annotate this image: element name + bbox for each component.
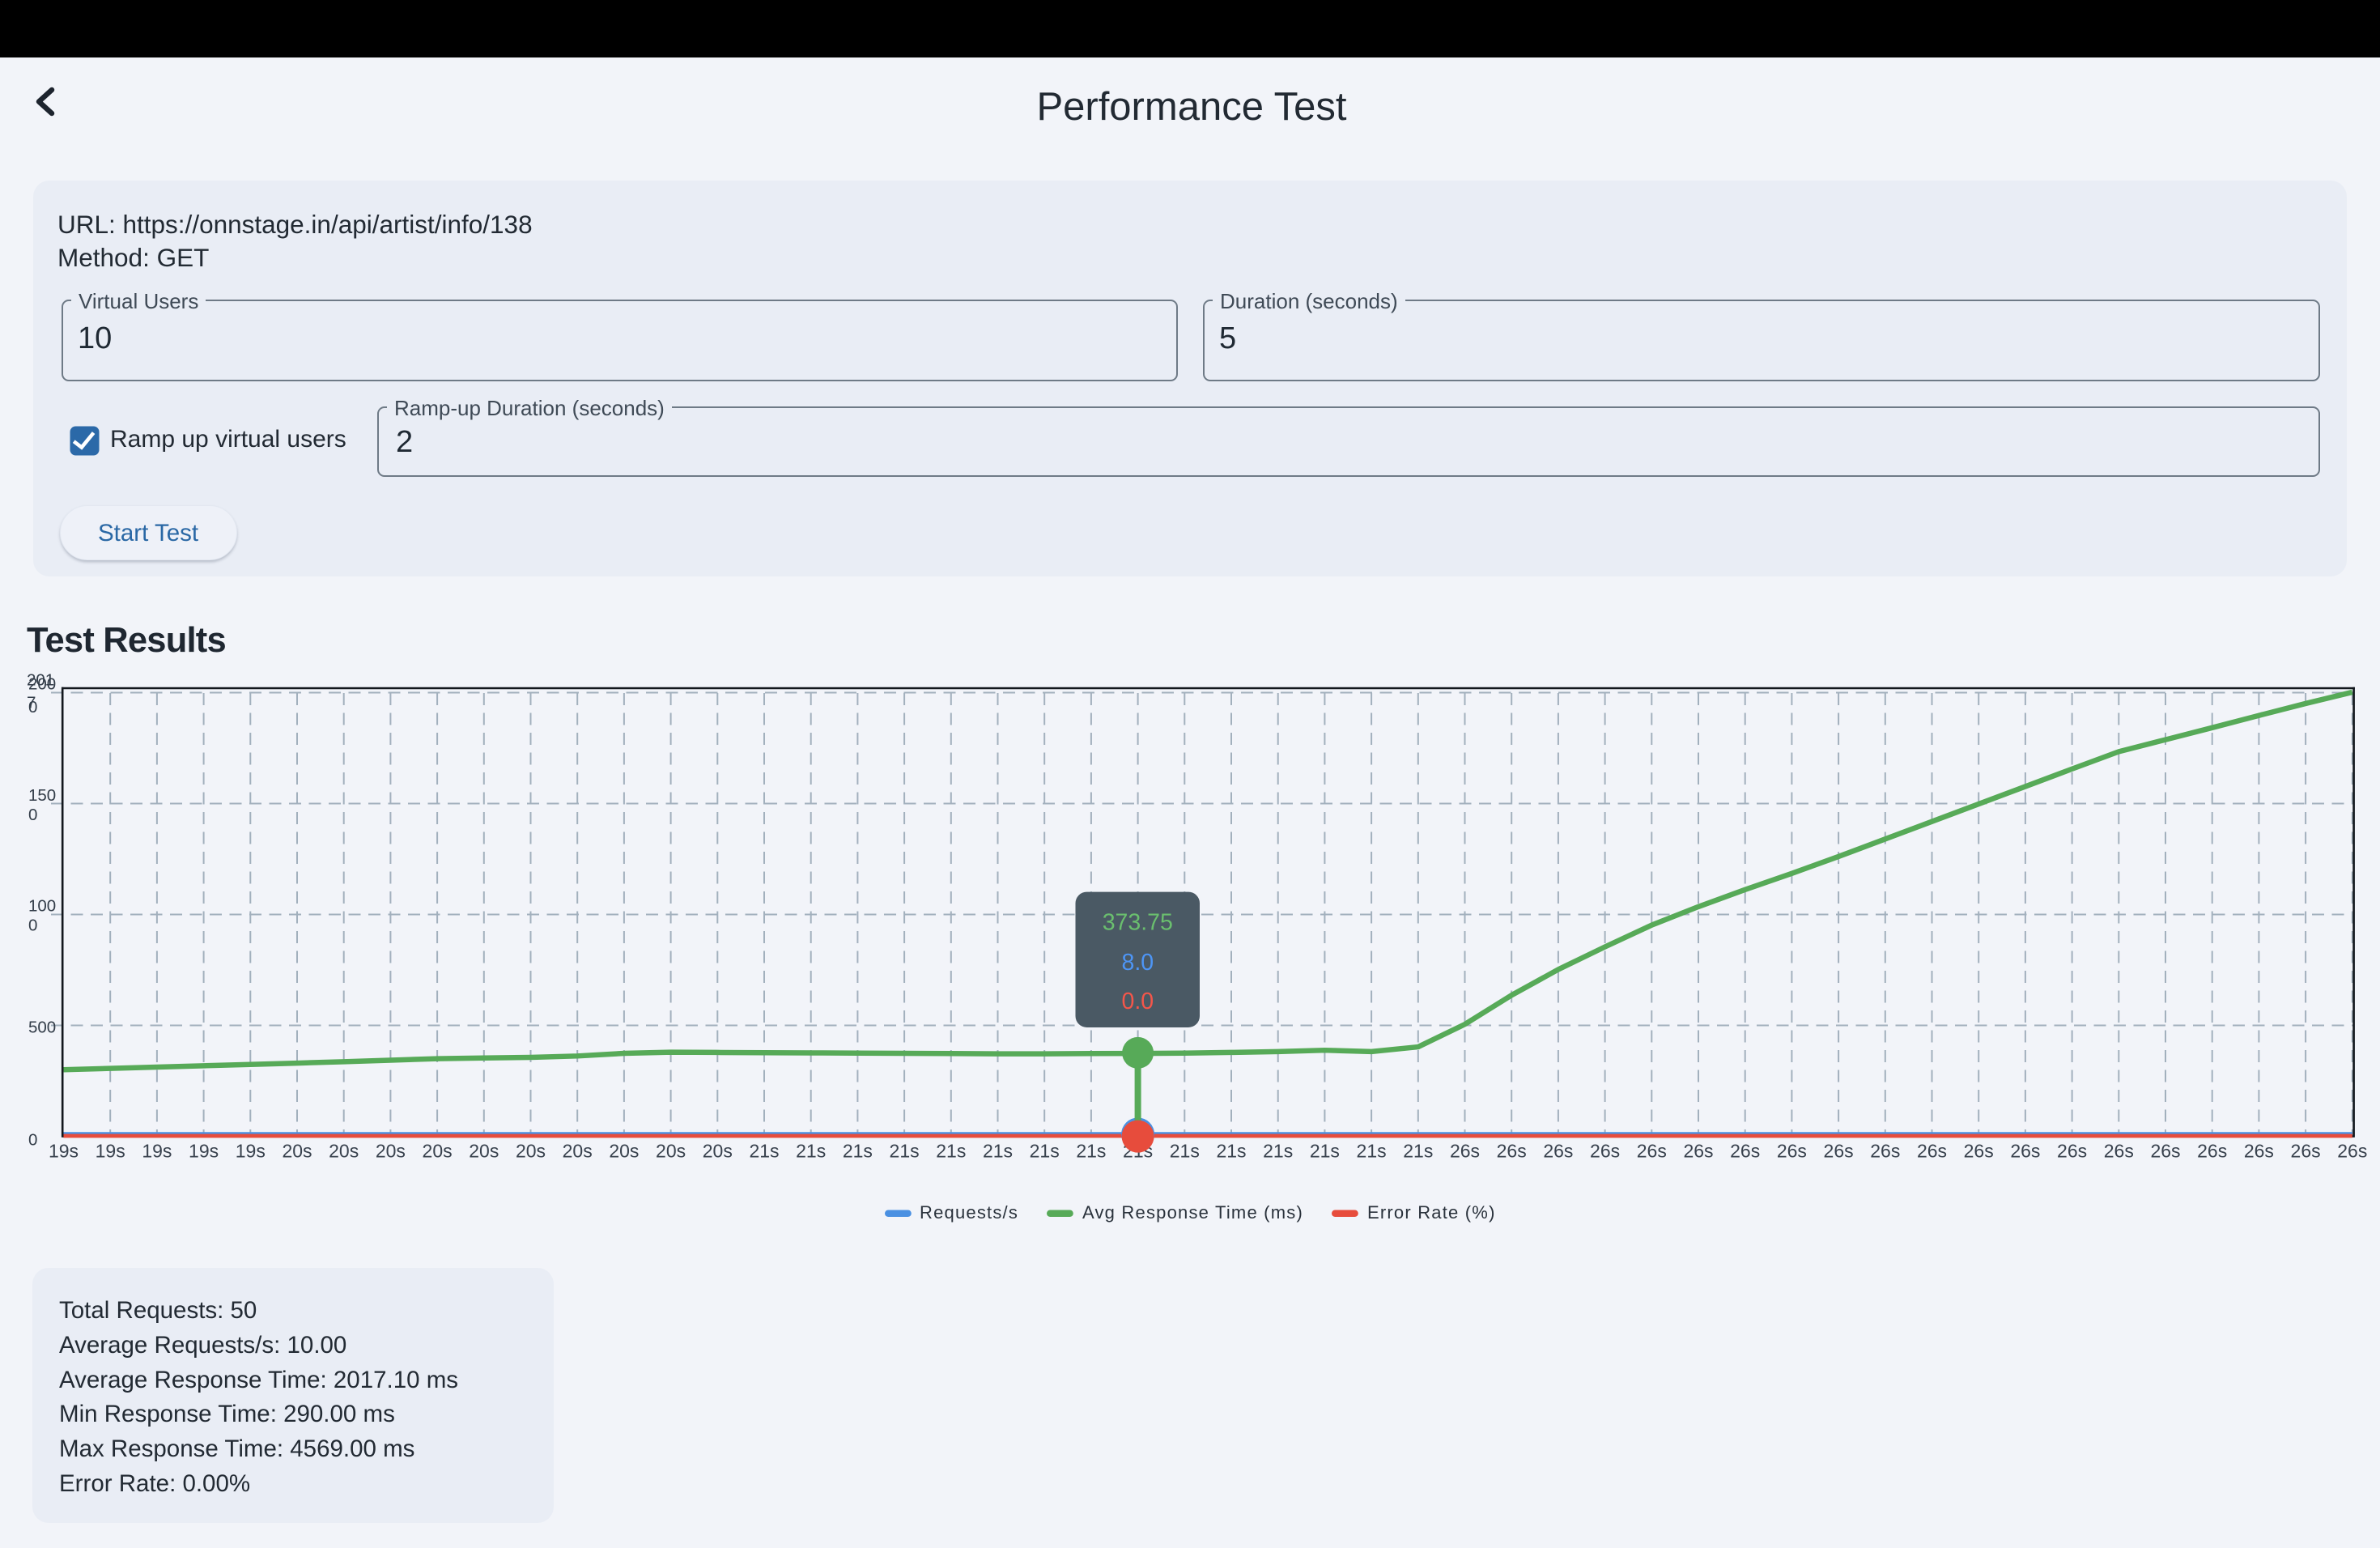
svg-text:19s: 19s: [236, 1141, 266, 1162]
svg-text:0: 0: [28, 806, 37, 824]
svg-text:26s: 26s: [1917, 1141, 1947, 1162]
svg-text:0: 0: [28, 916, 37, 935]
svg-text:21s: 21s: [1263, 1141, 1293, 1162]
svg-text:21s: 21s: [749, 1141, 779, 1162]
svg-text:0.0: 0.0: [1121, 989, 1154, 1014]
svg-text:21s: 21s: [1310, 1141, 1340, 1162]
svg-text:26s: 26s: [1824, 1141, 1854, 1162]
svg-text:20s: 20s: [516, 1141, 546, 1162]
svg-text:Requests/s: Requests/s: [920, 1202, 1018, 1223]
svg-text:26s: 26s: [1543, 1141, 1573, 1162]
svg-text:26s: 26s: [1450, 1141, 1480, 1162]
svg-text:26s: 26s: [1637, 1141, 1667, 1162]
svg-text:19s: 19s: [96, 1141, 125, 1162]
svg-text:26s: 26s: [2337, 1141, 2367, 1162]
svg-text:26s: 26s: [1870, 1141, 1900, 1162]
svg-text:20s: 20s: [329, 1141, 359, 1162]
svg-text:20s: 20s: [423, 1141, 453, 1162]
svg-text:Avg Response Time (ms): Avg Response Time (ms): [1082, 1202, 1303, 1223]
svg-text:26s: 26s: [1730, 1141, 1760, 1162]
svg-text:21s: 21s: [1030, 1141, 1060, 1162]
svg-text:26s: 26s: [2197, 1141, 2227, 1162]
svg-text:19s: 19s: [189, 1141, 219, 1162]
svg-text:19s: 19s: [49, 1141, 79, 1162]
svg-text:20s: 20s: [376, 1141, 406, 1162]
svg-text:26s: 26s: [2150, 1141, 2180, 1162]
svg-text:20s: 20s: [563, 1141, 593, 1162]
svg-text:20s: 20s: [656, 1141, 686, 1162]
svg-text:26s: 26s: [2010, 1141, 2040, 1162]
svg-text:26s: 26s: [1964, 1141, 1994, 1162]
svg-text:0: 0: [28, 1131, 37, 1150]
svg-text:21s: 21s: [843, 1141, 873, 1162]
svg-text:26s: 26s: [2244, 1141, 2274, 1162]
svg-text:26s: 26s: [1497, 1141, 1527, 1162]
svg-text:19s: 19s: [142, 1141, 172, 1162]
svg-text:26s: 26s: [2057, 1141, 2087, 1162]
svg-text:0: 0: [28, 698, 37, 717]
svg-text:21s: 21s: [1357, 1141, 1387, 1162]
svg-text:26s: 26s: [1777, 1141, 1807, 1162]
svg-text:500: 500: [28, 1019, 56, 1037]
svg-text:20s: 20s: [609, 1141, 639, 1162]
svg-text:26s: 26s: [1590, 1141, 1620, 1162]
svg-text:100: 100: [28, 897, 56, 916]
svg-text:26s: 26s: [1683, 1141, 1713, 1162]
svg-text:21s: 21s: [936, 1141, 966, 1162]
svg-text:373.75: 373.75: [1103, 910, 1173, 936]
svg-text:21s: 21s: [983, 1141, 1013, 1162]
svg-text:26s: 26s: [2291, 1141, 2321, 1162]
svg-text:21s: 21s: [1076, 1141, 1106, 1162]
svg-text:20s: 20s: [469, 1141, 499, 1162]
svg-text:21s: 21s: [1216, 1141, 1246, 1162]
svg-text:8.0: 8.0: [1121, 950, 1154, 976]
svg-text:Error Rate (%): Error Rate (%): [1367, 1202, 1496, 1223]
svg-text:7: 7: [27, 694, 36, 712]
svg-text:20s: 20s: [282, 1141, 312, 1162]
svg-text:20s: 20s: [703, 1141, 733, 1162]
svg-text:200: 200: [28, 675, 56, 694]
svg-text:26s: 26s: [2104, 1141, 2134, 1162]
svg-text:21s: 21s: [796, 1141, 826, 1162]
svg-text:201: 201: [27, 671, 54, 690]
svg-text:21s: 21s: [890, 1141, 920, 1162]
svg-text:21s: 21s: [1403, 1141, 1433, 1162]
svg-text:21s: 21s: [1170, 1141, 1200, 1162]
svg-text:150: 150: [28, 786, 56, 805]
